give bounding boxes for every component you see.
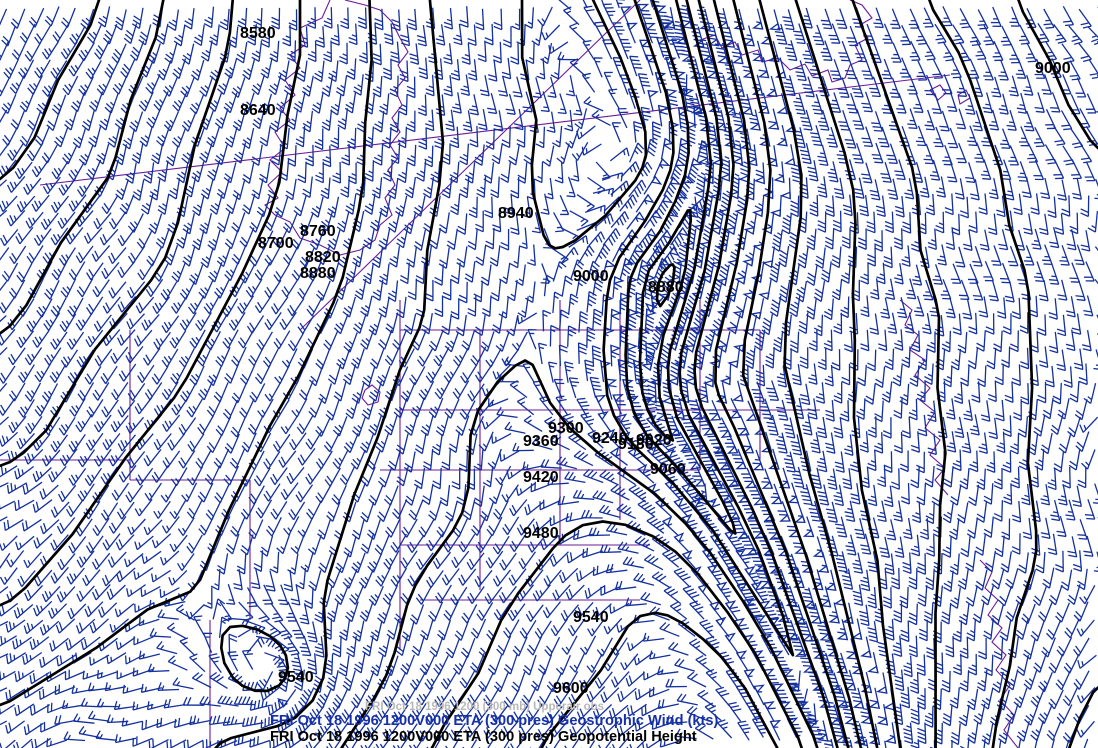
svg-text:8700: 8700: [258, 235, 294, 252]
svg-text:8640: 8640: [240, 102, 276, 119]
svg-text:8880: 8880: [648, 279, 684, 296]
svg-text:FRI Oct 18 1996 1200V000 ETA (: FRI Oct 18 1996 1200V000 ETA (300 pres) …: [270, 713, 719, 729]
svg-text:9600: 9600: [553, 680, 589, 697]
svg-text:8820: 8820: [305, 249, 341, 266]
svg-text:9480: 9480: [523, 525, 559, 542]
svg-text:8880: 8880: [300, 265, 336, 282]
svg-text:8940: 8940: [498, 205, 534, 222]
svg-text:8760: 8760: [300, 223, 336, 240]
svg-text:FRI Oct 18 1996 1200 (300 mb): FRI Oct 18 1996 1200 (300 mb) Upperair o…: [365, 701, 604, 713]
svg-text:9540: 9540: [278, 669, 314, 686]
svg-text:9020: 9020: [636, 432, 672, 449]
svg-text:FRI Oct 18 1996 1200V000 ETA (: FRI Oct 18 1996 1200V000 ETA (300 pres) …: [270, 729, 697, 745]
svg-text:9060: 9060: [650, 461, 686, 478]
svg-text:9000: 9000: [1035, 60, 1071, 77]
svg-text:9420: 9420: [523, 469, 559, 486]
svg-text:9360: 9360: [523, 433, 559, 450]
svg-text:9540: 9540: [573, 609, 609, 626]
svg-text:8580: 8580: [240, 25, 276, 42]
svg-text:9000: 9000: [573, 268, 609, 285]
